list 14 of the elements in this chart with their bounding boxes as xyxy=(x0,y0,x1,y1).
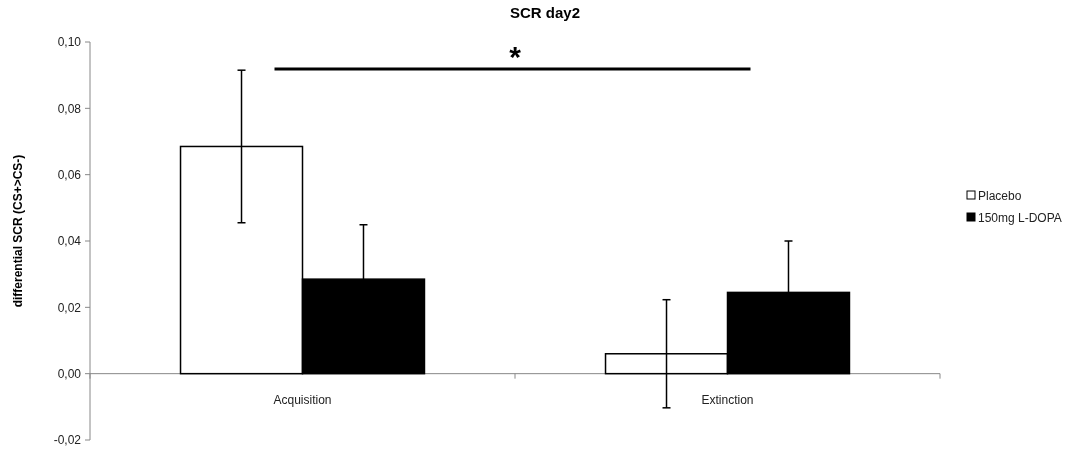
y-axis-title: differential SCR (CS+>CS-) xyxy=(11,154,25,308)
y-tick-label: 0,02 xyxy=(57,300,82,315)
legend-label: 150mg L-DOPA xyxy=(978,211,1062,226)
chart-title: SCR day2 xyxy=(509,4,581,21)
y-tick-label: -0,02 xyxy=(53,433,82,448)
x-tick-label: Acquisition xyxy=(273,392,332,407)
annotation: * xyxy=(509,40,522,73)
x-tick-label: Extinction xyxy=(701,392,754,407)
y-tick-label: 0,06 xyxy=(57,167,82,182)
y-tick-label: 0,04 xyxy=(57,234,82,249)
y-tick-label: 0,08 xyxy=(57,101,82,116)
y-tick-label: 0,10 xyxy=(57,35,82,50)
legend-label: Placebo xyxy=(978,189,1022,204)
y-tick-label: 0,00 xyxy=(57,366,82,381)
